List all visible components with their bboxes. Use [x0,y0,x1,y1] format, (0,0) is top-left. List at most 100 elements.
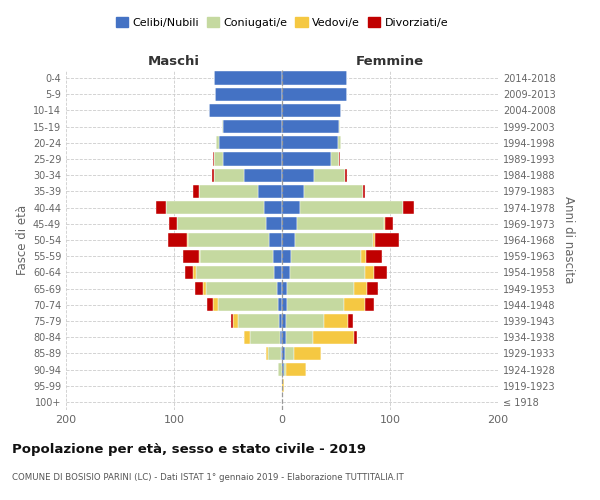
Bar [282,152,331,166]
Bar [269,234,282,246]
Bar [274,266,282,279]
Bar [285,346,294,360]
Bar [284,363,286,376]
Bar [185,266,193,279]
Bar [282,266,290,279]
Bar [193,266,196,279]
Bar [344,298,365,312]
Bar [383,217,385,230]
Bar [280,330,282,344]
Bar [282,314,286,328]
Bar [287,282,355,295]
Bar [331,152,339,166]
Bar [182,250,199,263]
Bar [355,330,356,344]
Bar [287,298,344,312]
Bar [155,201,166,214]
Bar [282,217,297,230]
Bar [212,168,214,182]
Bar [214,152,223,166]
Bar [282,185,304,198]
Bar [166,201,263,214]
Bar [373,234,375,246]
Bar [295,234,373,246]
Bar [216,136,220,149]
Bar [339,152,340,166]
Text: Maschi: Maschi [148,54,200,68]
Bar [363,185,365,198]
Bar [250,330,280,344]
Bar [214,72,282,85]
Bar [199,250,200,263]
Text: Popolazione per età, sesso e stato civile - 2019: Popolazione per età, sesso e stato civil… [12,442,366,456]
Bar [223,152,282,166]
Bar [374,266,387,279]
Bar [223,120,282,134]
Bar [282,168,314,182]
Bar [403,201,414,214]
Bar [209,104,282,117]
Bar [266,217,282,230]
Y-axis label: Fasce di età: Fasce di età [16,205,29,275]
Bar [213,152,214,166]
Text: COMUNE DI BOSISIO PARINI (LC) - Dati ISTAT 1° gennaio 2019 - Elaborazione TUTTIT: COMUNE DI BOSISIO PARINI (LC) - Dati IST… [12,472,404,482]
Bar [365,266,374,279]
Bar [196,266,274,279]
Bar [279,314,282,328]
Bar [258,185,282,198]
Bar [187,234,188,246]
Bar [244,330,250,344]
Legend: Celibi/Nubili, Coniugati/e, Vedovi/e, Divorziati/e: Celibi/Nubili, Coniugati/e, Vedovi/e, Di… [112,13,452,32]
Bar [266,346,268,360]
Bar [167,234,187,246]
Bar [297,217,383,230]
Bar [282,363,284,376]
Y-axis label: Anni di nascita: Anni di nascita [562,196,575,284]
Bar [282,379,284,392]
Bar [215,88,282,101]
Bar [294,346,321,360]
Bar [263,201,282,214]
Bar [193,185,199,198]
Bar [355,282,367,295]
Bar [281,346,282,360]
Bar [282,120,339,134]
Bar [274,250,282,263]
Bar [282,136,338,149]
Bar [282,298,287,312]
Bar [282,88,347,101]
Bar [385,217,393,230]
Bar [286,330,313,344]
Bar [244,168,282,182]
Bar [220,136,282,149]
Bar [339,120,340,134]
Bar [365,298,374,312]
Bar [208,298,213,312]
Bar [367,282,378,295]
Bar [361,250,366,263]
Bar [375,234,398,246]
Bar [218,298,278,312]
Bar [324,314,348,328]
Bar [213,298,218,312]
Bar [169,217,177,230]
Bar [278,363,282,376]
Bar [282,330,286,344]
Bar [194,282,203,295]
Bar [277,282,282,295]
Bar [206,282,277,295]
Bar [282,201,301,214]
Bar [231,314,233,328]
Bar [221,120,223,134]
Bar [286,314,324,328]
Text: Femmine: Femmine [356,54,424,68]
Bar [338,136,341,149]
Bar [290,266,365,279]
Bar [233,314,238,328]
Bar [286,363,306,376]
Bar [282,234,295,246]
Bar [282,282,287,295]
Bar [278,298,282,312]
Bar [290,250,361,263]
Bar [282,346,285,360]
